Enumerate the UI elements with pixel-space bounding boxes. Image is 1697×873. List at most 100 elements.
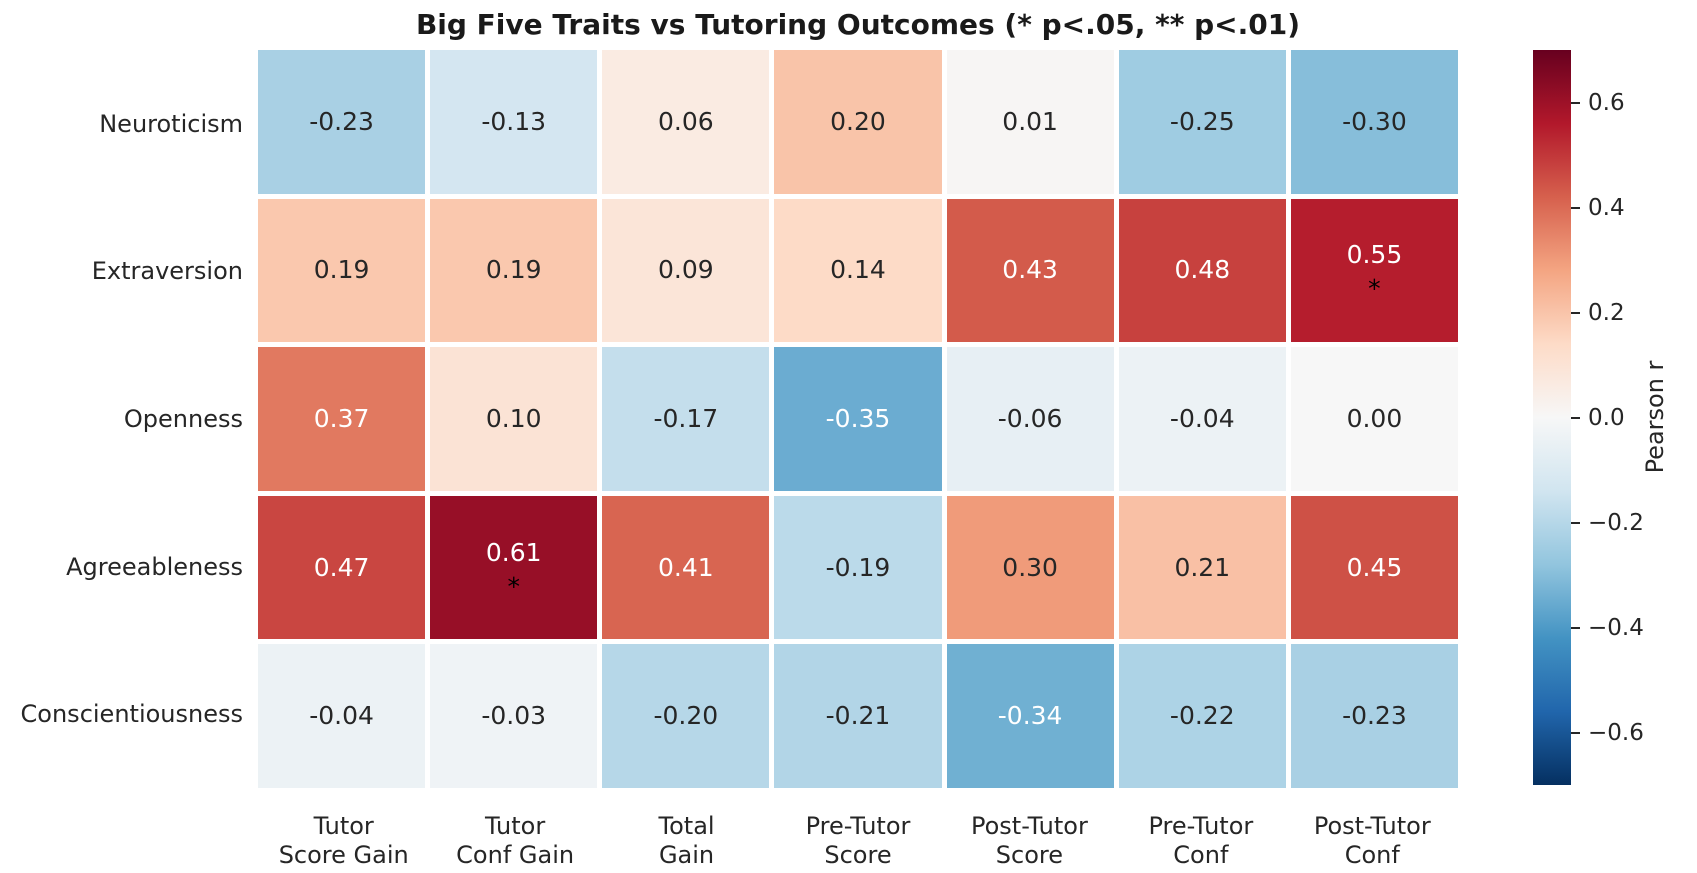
heatmap-cell-r1-c2: 0.09 [602, 198, 770, 343]
heatmap-cell-r0-c6: -0.30 [1290, 50, 1458, 194]
heatmap-cell-r4-c3: -0.21 [774, 644, 942, 788]
cell-value: -0.30 [1342, 106, 1407, 136]
cell-value: -0.22 [1169, 701, 1235, 731]
cell-value: 0.14 [830, 255, 886, 285]
heatmap-cell-r2-c2: -0.17 [602, 347, 770, 491]
heatmap-cell-r0-c0: -0.23 [258, 50, 426, 194]
cell-value: 0.37 [313, 403, 370, 433]
heatmap-cell-r4-c1: -0.03 [430, 644, 598, 788]
cell-value: 0.10 [485, 403, 542, 433]
colorbar-label: Pearson r [1641, 360, 1669, 474]
cell-value: 0.47 [313, 552, 370, 582]
cell-value: -0.34 [997, 701, 1063, 731]
heatmap-cell-r1-c5: 0.48 [1118, 198, 1286, 343]
colorbar-tick-mark [1571, 521, 1580, 524]
cell-value: 0.55 [1346, 240, 1403, 270]
heatmap-cell-r0-c1: -0.13 [430, 50, 598, 194]
heatmap-cell-r2-c5: -0.04 [1118, 347, 1286, 491]
colorbar-tick-mark [1571, 101, 1580, 104]
cell-value: -0.20 [653, 701, 719, 731]
cell-value: -0.04 [309, 701, 374, 731]
cell-value: 0.61 [485, 537, 542, 567]
x-tick-label-6: Post-Tutor Conf [1313, 812, 1431, 869]
heatmap-cell-r3-c2: 0.41 [602, 495, 770, 640]
heatmap-grid: -0.23 -0.13 0.06 0.20 0.01 -0.25 -0.30 0.19 0.19… [258, 50, 1458, 788]
y-tick-label-agreeableness: Agreeableness [66, 552, 243, 581]
chart-title: Big Five Traits vs Tutoring Outcomes (* … [415, 8, 1301, 41]
x-tick-label-4: Post-Tutor Score [970, 812, 1088, 869]
heatmap-cell-r1-c3: 0.14 [774, 198, 942, 343]
colorbar-tick-mark [1571, 731, 1580, 734]
heatmap-cell-r2-c6: 0.00 [1290, 347, 1458, 491]
significance-marker: * [1368, 274, 1381, 304]
heatmap-cell-r1-c1: 0.19 [430, 198, 598, 343]
cell-value: -0.25 [1169, 106, 1235, 136]
heatmap-cell-r2-c4: -0.06 [946, 347, 1114, 491]
colorbar-tick-mark [1571, 206, 1580, 209]
heatmap-cell-r4-c0: -0.04 [258, 644, 426, 788]
cell-value: -0.21 [825, 701, 891, 731]
significance-marker: * [507, 571, 520, 601]
colorbar-tick-label: 0.4 [1588, 194, 1625, 221]
cell-value: -0.17 [653, 403, 719, 433]
x-tick-label-5: Pre-Tutor Conf [1148, 812, 1254, 869]
y-tick-label-neuroticism: Neuroticism [99, 109, 243, 138]
heatmap-cell-r3-c0: 0.47 [258, 495, 426, 640]
cell-value: 0.19 [485, 255, 542, 285]
y-tick-label-conscientiousness: Conscientiousness [20, 700, 243, 729]
heatmap-cell-r4-c6: -0.23 [1290, 644, 1458, 788]
heatmap-cell-r0-c3: 0.20 [774, 50, 942, 194]
cell-value: 0.30 [1002, 552, 1058, 582]
colorbar-tick-label: 0.6 [1588, 89, 1625, 116]
x-tick-label-0: Tutor Score Gain [278, 812, 409, 869]
cell-value: 0.43 [1002, 255, 1058, 285]
x-tick-label-2: Total Gain [658, 812, 715, 869]
x-tick-label-3: Pre-Tutor Score [805, 812, 911, 869]
heatmap-cell-r2-c0: 0.37 [258, 347, 426, 491]
heatmap-cell-r3-c3: -0.19 [774, 495, 942, 640]
heatmap-cell-r3-c5: 0.21 [1118, 495, 1286, 640]
heatmap-cell-r0-c2: 0.06 [602, 50, 770, 194]
cell-value: 0.00 [1346, 403, 1403, 433]
cell-value: -0.23 [309, 106, 374, 136]
colorbar-gradient [1533, 50, 1571, 785]
cell-value: 0.20 [830, 106, 886, 136]
heatmap-cell-r4-c2: -0.20 [602, 644, 770, 788]
heatmap-cell-r3-c6: 0.45 [1290, 495, 1458, 640]
cell-value: -0.19 [825, 552, 891, 582]
cell-value: -0.35 [825, 403, 891, 433]
colorbar-tick-label: 0.0 [1588, 404, 1625, 431]
cell-value: 0.01 [1002, 106, 1058, 136]
cell-value: -0.06 [997, 403, 1063, 433]
colorbar-tick-label: −0.4 [1588, 614, 1644, 641]
cell-value: -0.23 [1342, 701, 1407, 731]
colorbar-tick-label: 0.2 [1588, 299, 1625, 326]
heatmap-cell-r0-c5: -0.25 [1118, 50, 1286, 194]
cell-value: 0.19 [313, 255, 370, 285]
cell-value: 0.06 [658, 106, 714, 136]
cell-value: 0.21 [1174, 552, 1231, 582]
y-tick-label-openness: Openness [123, 405, 243, 433]
heatmap-cell-r0-c4: 0.01 [946, 50, 1114, 194]
heatmap-cell-r4-c5: -0.22 [1118, 644, 1286, 788]
y-tick-label-extraversion: Extraversion [91, 257, 243, 286]
colorbar-tick-mark [1571, 626, 1580, 629]
colorbar-tick-mark [1571, 416, 1580, 419]
cell-value: -0.13 [481, 106, 547, 136]
colorbar-tick-label: −0.2 [1588, 509, 1644, 536]
x-tick-label-1: Tutor Conf Gain [456, 812, 575, 869]
cell-value: 0.41 [658, 552, 714, 582]
heatmap-cell-r1-c6: 0.55 * [1290, 198, 1458, 343]
cell-value: 0.09 [658, 255, 714, 285]
heatmap-cell-r3-c1: 0.61 * [430, 495, 598, 640]
cell-value: -0.04 [1169, 403, 1235, 433]
heatmap-cell-r2-c3: -0.35 [774, 347, 942, 491]
cell-value: 0.48 [1174, 255, 1231, 285]
heatmap-cell-r1-c0: 0.19 [258, 198, 426, 343]
colorbar-tick-mark [1571, 311, 1580, 314]
heatmap-cell-r2-c1: 0.10 [430, 347, 598, 491]
cell-value: -0.03 [481, 701, 547, 731]
heatmap-cell-r1-c4: 0.43 [946, 198, 1114, 343]
heatmap-cell-r4-c4: -0.34 [946, 644, 1114, 788]
